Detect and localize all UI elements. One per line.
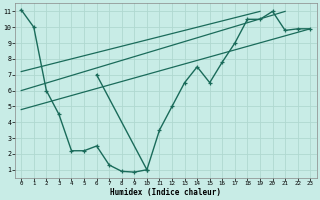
X-axis label: Humidex (Indice chaleur): Humidex (Indice chaleur) [110,188,221,197]
